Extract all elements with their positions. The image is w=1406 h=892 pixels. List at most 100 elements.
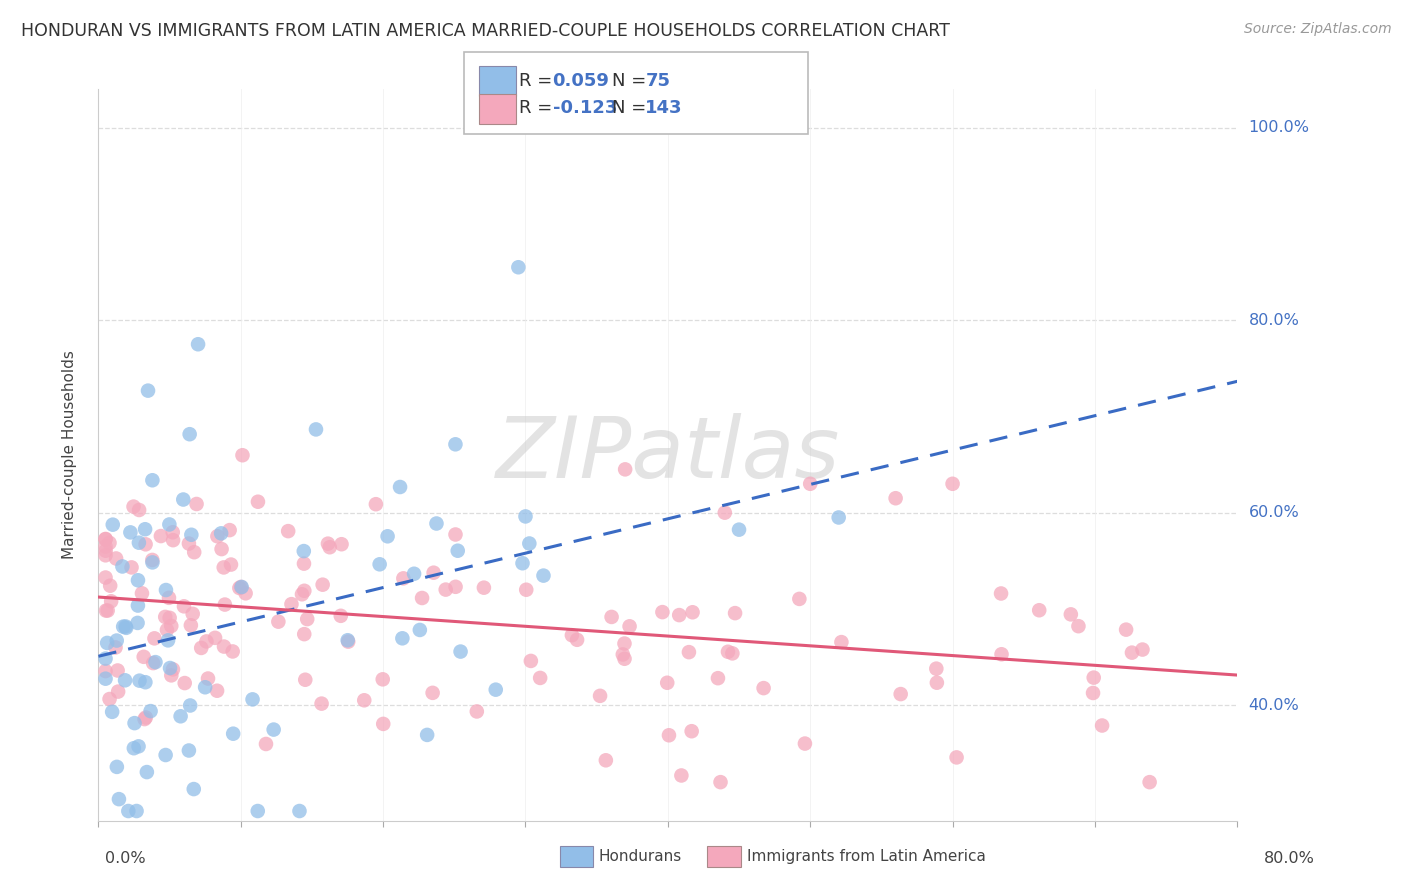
Text: Source: ZipAtlas.com: Source: ZipAtlas.com [1244,22,1392,37]
Point [122,741,145,756]
Point [120,525,142,540]
Point [890,687,912,701]
Point [231,448,253,462]
Point [134,522,156,536]
Point [668,608,690,623]
Point [305,422,328,436]
Point [520,654,543,668]
Point [411,591,433,605]
Text: Hondurans: Hondurans [599,849,682,863]
Point [122,500,145,514]
Point [187,337,209,351]
Point [589,689,612,703]
Point [149,529,172,543]
Point [1121,646,1143,660]
Text: R =: R = [519,99,558,117]
Point [292,557,315,571]
Point [472,581,495,595]
Point [135,765,157,780]
Point [209,526,232,541]
Point [884,491,907,506]
Point [134,675,156,690]
Y-axis label: Married-couple Households: Married-couple Households [62,351,77,559]
Point [100,594,122,608]
Point [94,543,117,558]
Text: 40.0%: 40.0% [1249,698,1299,713]
Point [173,599,195,614]
Point [409,623,432,637]
Point [94,532,117,546]
Point [373,717,395,731]
Point [136,384,159,398]
Point [434,582,457,597]
Text: 75: 75 [645,72,671,90]
Point [211,542,233,557]
Point [141,555,163,569]
Point [600,610,623,624]
Point [111,559,134,574]
Point [160,668,183,682]
Point [212,560,235,574]
Point [1091,718,1114,732]
Point [246,804,269,818]
Point [218,523,240,537]
Point [1081,686,1104,700]
Point [94,651,117,665]
Point [292,627,315,641]
Point [728,523,751,537]
Point [925,662,948,676]
Point [263,723,285,737]
Point [194,680,217,694]
Point [160,619,183,633]
Point [221,644,243,658]
Text: ZIPatlas: ZIPatlas [496,413,839,497]
Point [619,619,641,633]
Point [512,556,534,570]
Point [671,768,693,782]
Point [139,704,162,718]
Point [678,645,700,659]
Point [246,494,269,508]
Point [416,728,439,742]
Text: 0.0%: 0.0% [105,851,146,865]
Point [131,586,153,600]
Point [107,684,129,698]
Point [280,597,302,611]
Point [830,635,852,649]
Text: N =: N = [612,72,651,90]
Point [155,582,177,597]
Text: 0.059: 0.059 [553,72,609,90]
Point [98,692,121,706]
Point [595,753,617,767]
Point [195,634,218,648]
Text: 143: 143 [645,99,683,117]
Point [128,673,150,688]
Point [125,804,148,818]
Point [183,782,205,797]
Point [155,610,177,624]
Point [142,656,165,670]
Text: 80.0%: 80.0% [1264,851,1315,865]
Point [141,553,163,567]
Point [162,533,184,548]
Point [515,582,537,597]
Point [721,646,744,660]
Point [828,510,851,524]
Point [135,710,157,724]
Point [447,543,470,558]
Point [297,612,319,626]
Point [277,524,299,538]
Point [292,583,315,598]
Point [517,536,540,550]
Point [1115,623,1137,637]
Point [96,636,118,650]
Point [97,603,120,617]
Point [180,618,202,632]
Point [179,698,201,713]
Point [294,673,316,687]
Point [186,497,208,511]
Point [156,623,179,637]
Point [207,529,229,543]
Point [128,739,150,754]
Point [945,750,967,764]
